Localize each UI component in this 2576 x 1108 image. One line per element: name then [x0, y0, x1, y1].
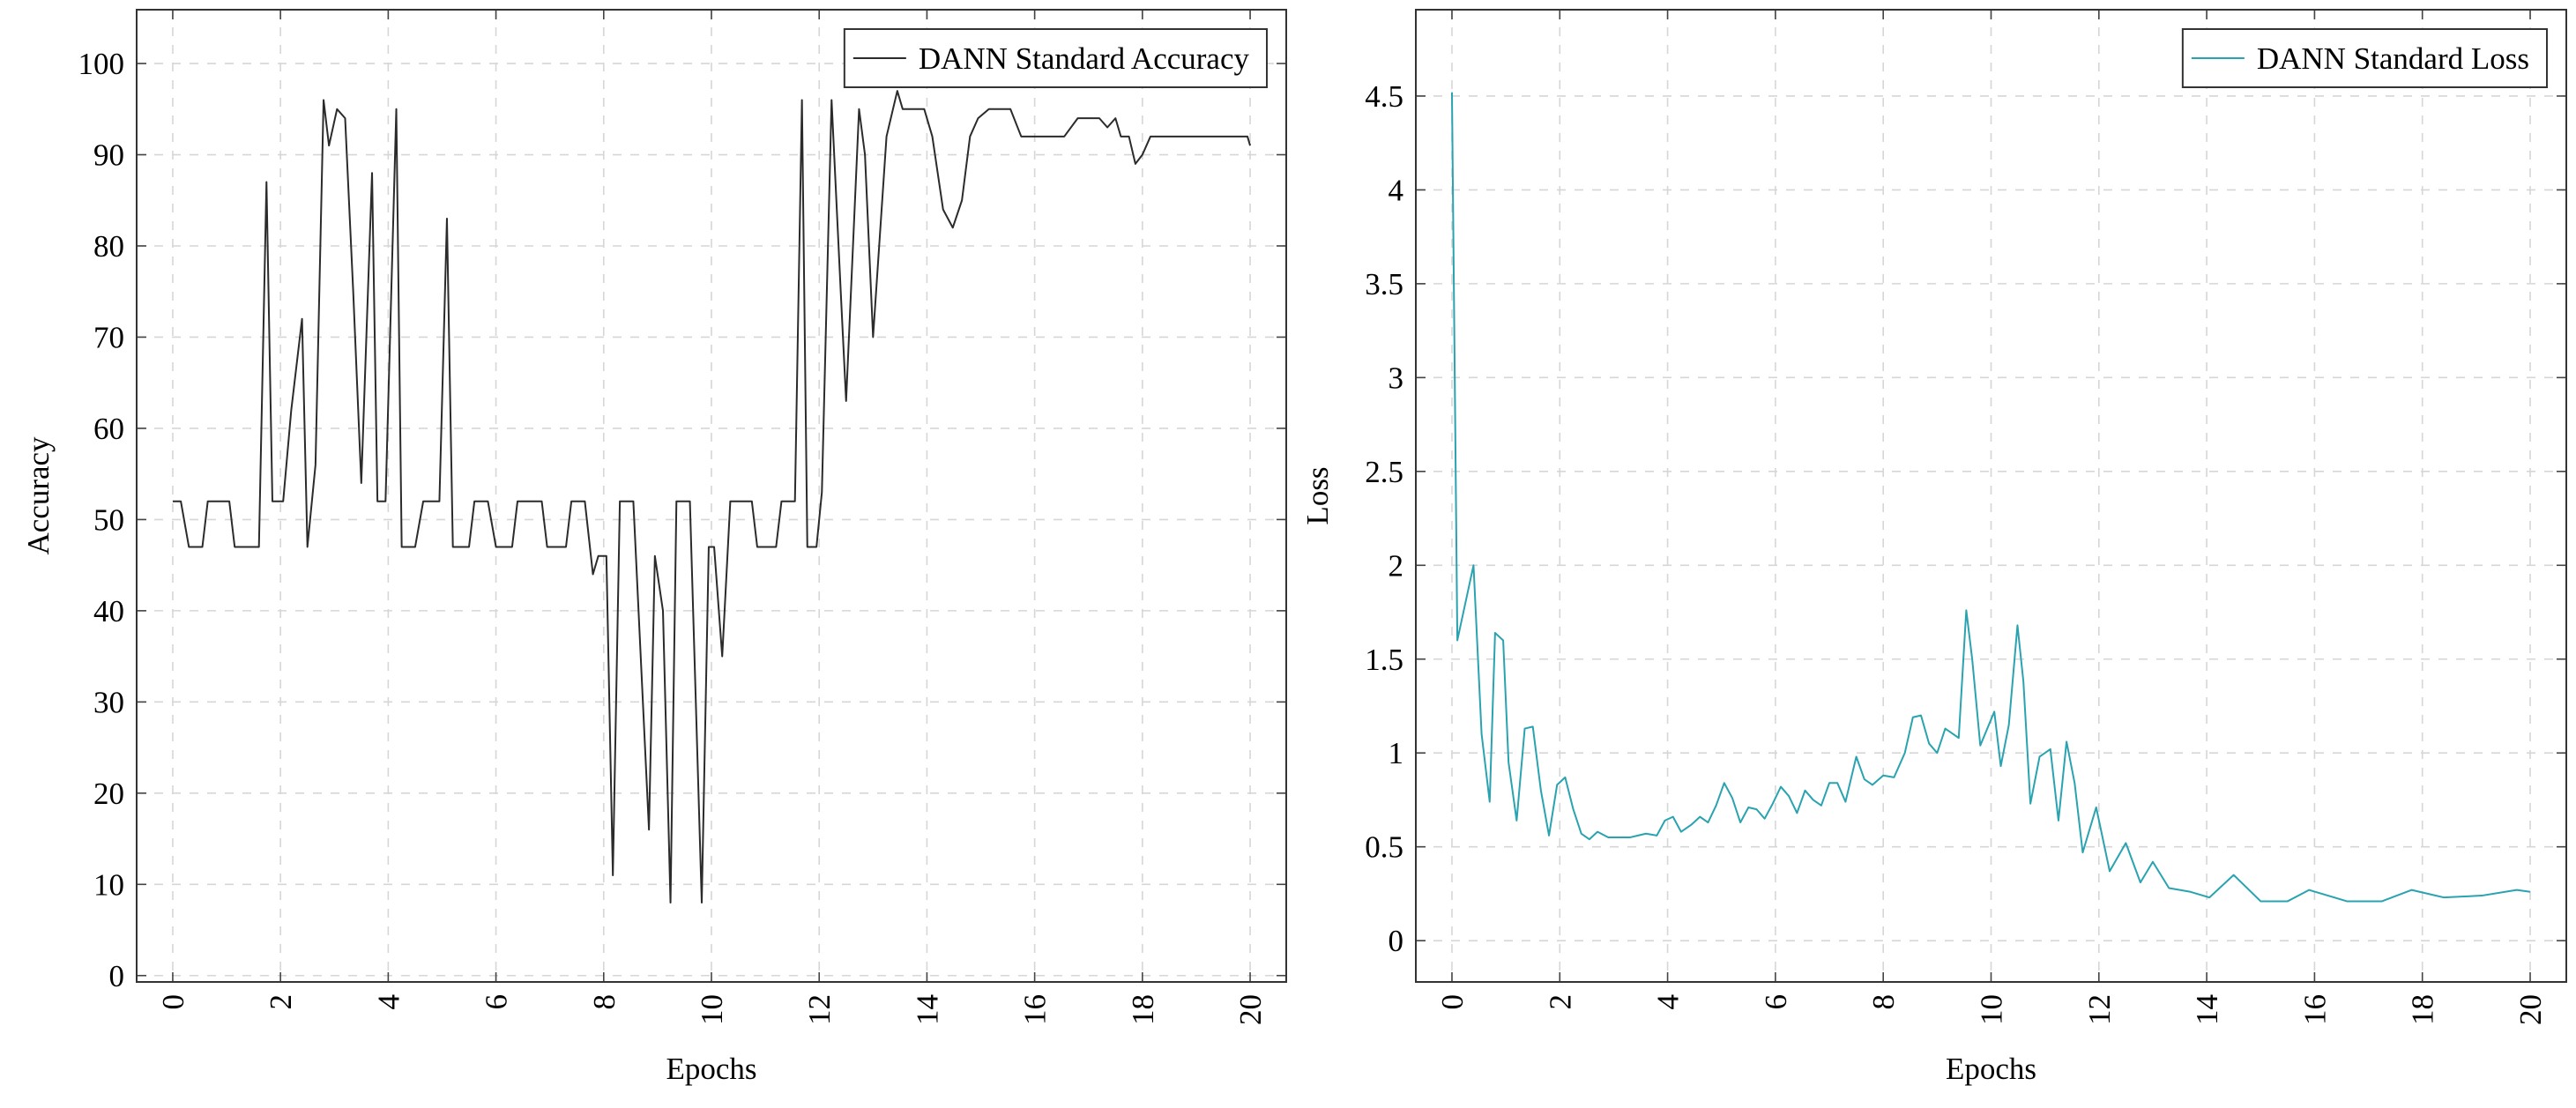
y-tick-label: 3: [1389, 361, 1404, 395]
y-tick-label: 40: [93, 594, 124, 628]
y-tick-label: 20: [93, 777, 124, 811]
y-tick-label: 4.5: [1365, 79, 1403, 114]
y-tick-label: 100: [78, 47, 125, 81]
x-tick-label: 10: [1975, 994, 2009, 1025]
x-tick-label: 0: [1435, 994, 1470, 1010]
y-tick-label: 1: [1389, 736, 1404, 770]
x-tick-label: 2: [264, 994, 298, 1010]
y-tick-label: 0: [109, 959, 125, 993]
x-tick-label: 18: [1126, 994, 1160, 1025]
y-axis-label: Accuracy: [21, 436, 56, 555]
x-tick-label: 2: [1543, 994, 1577, 1010]
x-tick-label: 10: [695, 994, 729, 1025]
x-tick-label: 20: [2513, 994, 2548, 1025]
x-tick-label: 6: [480, 994, 514, 1010]
y-tick-label: 80: [93, 229, 124, 264]
legend-label: DANN Standard Accuracy: [919, 41, 1250, 76]
y-tick-label: 0.5: [1365, 830, 1403, 865]
plot-frame: [1415, 9, 2567, 983]
x-axis-label: Epochs: [1946, 1052, 2036, 1086]
legend-label: DANN Standard Loss: [2257, 41, 2529, 76]
data-line: [172, 90, 1252, 904]
x-tick-label: 12: [802, 994, 837, 1025]
x-tick-label: 4: [371, 994, 406, 1010]
x-tick-label: 14: [910, 994, 944, 1025]
x-tick-label: 20: [1233, 994, 1268, 1025]
x-axis-label: Epochs: [666, 1052, 756, 1086]
x-tick-label: 12: [2082, 994, 2117, 1025]
y-tick-label: 10: [93, 867, 124, 902]
y-tick-label: 50: [93, 502, 124, 537]
y-tick-label: 0: [1389, 924, 1404, 958]
x-tick-label: 14: [2190, 994, 2224, 1025]
x-tick-label: 6: [1759, 994, 1793, 1010]
x-tick-label: 18: [2406, 994, 2440, 1025]
y-tick-label: 1.5: [1365, 643, 1403, 677]
x-tick-label: 16: [1018, 994, 1053, 1025]
y-axis-label: Loss: [1300, 466, 1335, 524]
legend: DANN Standard Loss: [2181, 28, 2548, 88]
legend-box: [843, 28, 1268, 88]
x-tick-label: 16: [2297, 994, 2332, 1025]
data-line: [1450, 92, 2531, 903]
x-tick-label: 0: [156, 994, 190, 1010]
x-tick-label: 8: [1866, 994, 1901, 1010]
y-tick-label: 2.5: [1365, 455, 1403, 489]
y-tick-label: 60: [93, 412, 124, 446]
plot-frame: [136, 9, 1287, 983]
y-tick-label: 2: [1389, 548, 1404, 583]
x-tick-label: 4: [1651, 994, 1686, 1010]
x-tick-label: 8: [587, 994, 622, 1010]
y-tick-label: 30: [93, 685, 124, 719]
y-tick-label: 4: [1389, 173, 1404, 207]
y-tick-label: 70: [93, 320, 124, 354]
y-tick-label: 90: [93, 138, 124, 173]
y-tick-label: 3.5: [1365, 267, 1403, 301]
legend: DANN Standard Accuracy: [843, 28, 1268, 88]
